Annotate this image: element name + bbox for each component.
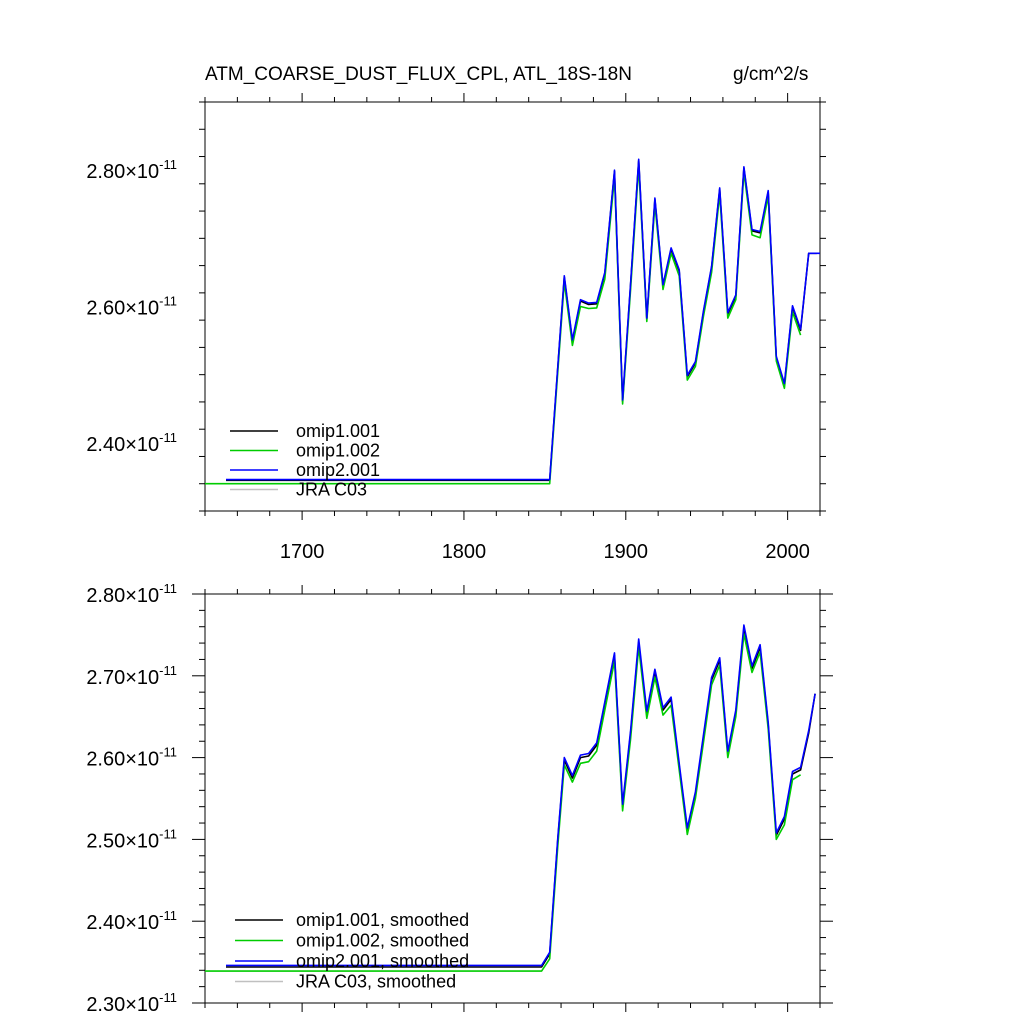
x-tick-label: 1700 — [280, 541, 325, 563]
plot-frame — [204, 101, 821, 512]
legend-label: omip2.001 — [296, 460, 380, 480]
y-tick-label: 2.70×10-11 — [86, 663, 177, 689]
chart-title: ATM_COARSE_DUST_FLUX_CPL, ATL_18S-18N — [205, 64, 632, 85]
legend-label: JRA C03 — [296, 480, 367, 500]
series-line — [226, 158, 820, 481]
x-tick-label: 1800 — [442, 541, 487, 563]
legend-label: omip2.001, smoothed — [296, 951, 469, 971]
top-panel: 1700 1800 1900 2000 2.40×10-11 2.60×10-11 2.80… — [86, 93, 826, 563]
units-label: g/cm^2/s — [733, 64, 809, 85]
series-line — [205, 165, 802, 485]
y-tick-label: 2.80×10-11 — [86, 157, 177, 183]
y-tick-label: 2.40×10-11 — [86, 908, 177, 934]
x-tick-label: 1900 — [604, 541, 649, 563]
y-tick-label: 2.80×10-11 — [86, 581, 177, 607]
series-line — [226, 624, 816, 967]
y-tick-label: 2.40×10-11 — [86, 430, 177, 456]
legend-label: omip1.002, smoothed — [296, 931, 469, 951]
x-tick-label: 2000 — [765, 541, 810, 563]
legend-label: omip1.002 — [296, 441, 380, 461]
legend-label: omip1.001 — [296, 421, 380, 441]
y-tick-label: 2.60×10-11 — [86, 745, 177, 771]
series-line — [205, 633, 802, 972]
y-tick-label: 2.50×10-11 — [86, 826, 177, 852]
legend-label: JRA C03, smoothed — [296, 972, 456, 992]
y-tick-label: 2.60×10-11 — [86, 294, 177, 320]
legend-label: omip1.001, smoothed — [296, 910, 469, 930]
plot-frame — [204, 593, 821, 1004]
y-tick-label: 2.30×10-11 — [86, 990, 177, 1016]
bottom-panel: 2.30×10-11 2.40×10-11 2.50×10-11 2.60×10-11… — [86, 581, 833, 1016]
